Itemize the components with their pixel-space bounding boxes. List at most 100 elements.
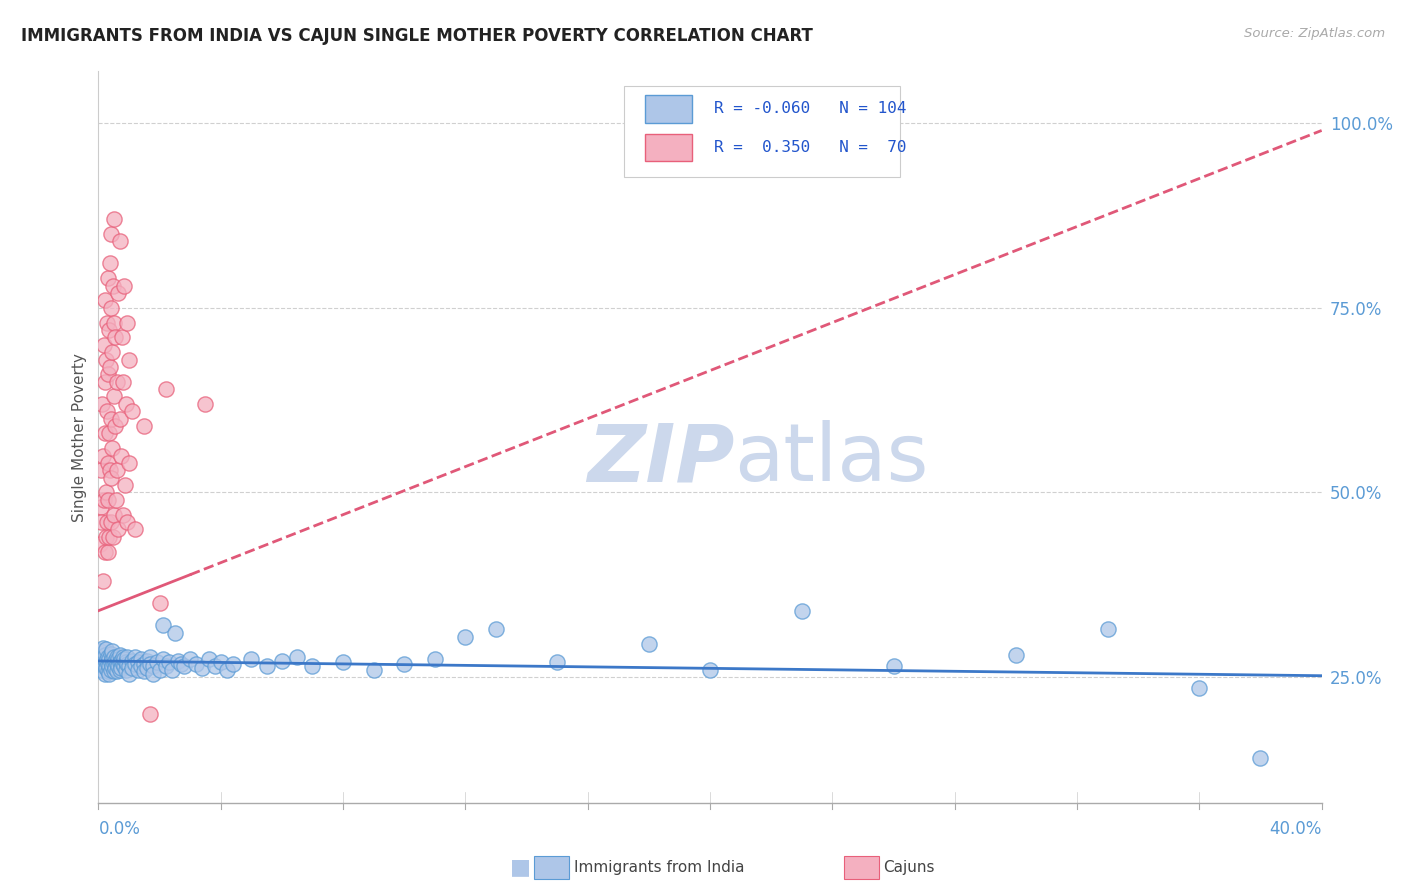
Point xyxy=(332,656,354,670)
Point xyxy=(104,419,127,434)
Point xyxy=(160,663,183,677)
Point xyxy=(101,651,124,665)
Point xyxy=(105,657,128,671)
Point xyxy=(97,544,120,558)
Point xyxy=(112,278,135,293)
Point xyxy=(100,656,122,670)
Point xyxy=(115,656,138,670)
Point xyxy=(115,663,138,677)
Point xyxy=(104,330,127,344)
Point xyxy=(136,654,159,668)
Point xyxy=(1188,681,1211,696)
Point xyxy=(110,235,132,249)
Point xyxy=(93,544,115,558)
Point xyxy=(103,389,125,403)
Text: 40.0%: 40.0% xyxy=(1270,820,1322,838)
Point xyxy=(118,659,141,673)
Point xyxy=(98,659,121,673)
Point xyxy=(94,654,117,668)
Point xyxy=(270,654,292,668)
Point xyxy=(145,656,167,670)
Point xyxy=(637,637,661,651)
Point xyxy=(96,404,118,418)
Point xyxy=(101,530,124,544)
Point xyxy=(121,654,143,668)
Point xyxy=(98,323,121,337)
FancyBboxPatch shape xyxy=(624,86,900,178)
Point xyxy=(93,648,115,662)
Point xyxy=(134,419,156,434)
Point xyxy=(94,485,117,500)
Point xyxy=(91,656,114,670)
Point xyxy=(105,463,128,477)
Point xyxy=(240,651,263,665)
Point xyxy=(94,642,117,657)
Point xyxy=(90,651,112,665)
Point xyxy=(112,659,135,673)
Point xyxy=(111,649,134,664)
Point xyxy=(93,375,115,389)
Point xyxy=(157,656,180,670)
Point xyxy=(186,657,208,671)
Text: 0.0%: 0.0% xyxy=(98,820,141,838)
Point xyxy=(98,359,121,374)
Point xyxy=(149,596,172,610)
Point xyxy=(89,644,111,658)
Point xyxy=(91,449,114,463)
Point xyxy=(134,665,156,679)
Point xyxy=(112,651,135,665)
Point xyxy=(117,515,139,529)
Text: Immigrants from India: Immigrants from India xyxy=(574,860,744,874)
Point xyxy=(97,456,120,470)
Point xyxy=(101,644,124,658)
Point xyxy=(103,212,125,227)
Point xyxy=(100,411,122,425)
Point xyxy=(98,463,121,477)
Y-axis label: Single Mother Poverty: Single Mother Poverty xyxy=(72,352,87,522)
Point xyxy=(139,707,162,722)
Point xyxy=(129,651,152,665)
Point xyxy=(111,330,134,344)
Point xyxy=(97,492,120,507)
Point xyxy=(118,352,141,367)
Point xyxy=(423,651,446,665)
Point xyxy=(883,659,905,673)
Point xyxy=(94,293,117,308)
Point xyxy=(170,657,193,671)
Point xyxy=(139,649,162,664)
Point xyxy=(101,345,124,359)
Point xyxy=(104,654,127,668)
Text: atlas: atlas xyxy=(734,420,929,498)
Point xyxy=(179,651,201,665)
Point xyxy=(301,659,323,673)
Point xyxy=(108,648,131,662)
Point xyxy=(111,508,134,522)
Point xyxy=(115,316,138,330)
FancyBboxPatch shape xyxy=(645,134,692,161)
Point xyxy=(93,659,115,673)
Point xyxy=(134,657,156,671)
Point xyxy=(89,537,111,551)
Point xyxy=(105,492,128,507)
Point xyxy=(105,665,128,679)
Point xyxy=(110,449,132,463)
Point xyxy=(155,659,177,673)
Point xyxy=(97,665,120,679)
Point xyxy=(97,649,120,664)
Point xyxy=(100,647,122,661)
Point xyxy=(152,618,174,632)
Point xyxy=(91,574,114,589)
Point xyxy=(98,530,121,544)
Point xyxy=(392,657,416,671)
Point xyxy=(191,661,214,675)
Point xyxy=(98,426,121,441)
Point xyxy=(222,657,245,671)
Point xyxy=(121,404,143,418)
Point xyxy=(93,337,115,351)
Point xyxy=(107,523,129,537)
Point xyxy=(103,665,125,679)
Point xyxy=(97,368,120,382)
Point xyxy=(90,515,112,529)
Point xyxy=(107,659,129,673)
Point xyxy=(94,530,117,544)
